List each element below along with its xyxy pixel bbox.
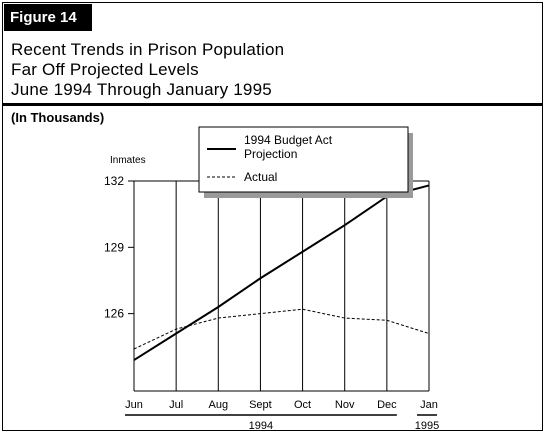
x-tick-label-dec: Dec [377,399,397,411]
series-line-actual [133,308,430,350]
line-chart: 132 129 126 Inmates Jun Jul Aug Sept Oct Nov Dec Ja… [104,126,439,431]
chart-title-line-3: June 1994 Through January 1995 [11,80,272,99]
units-note: (In Thousands) [11,110,105,125]
legend-label-projection: 1994 Budget Act Projection [244,133,333,161]
y-tick-label-129: 129 [104,240,124,254]
y-axis-title: Inmates [110,155,146,166]
legend-label-projection-line-2: Projection [244,147,297,161]
figure-label: Figure 14 [4,4,92,31]
year-label-1995: 1995 [415,420,439,431]
grid-lines [175,181,388,391]
x-tick-label-sept: Sept [249,399,272,411]
x-tick-label-nov: Nov [335,399,355,411]
axis-labels: 132 129 126 Inmates Jun Jul Aug Sept Oct Nov Dec Ja… [104,155,439,431]
x-tick-label-jan: Jan [420,399,438,411]
legend-box [198,126,409,193]
figure-frame: Figure 14 Recent Trends in Prison Popula… [2,2,543,431]
x-tick-label-aug: Aug [208,399,228,411]
chart-title-line-1: Recent Trends in Prison Population [11,40,285,59]
chart-title-line-2: Far Off Projected Levels [11,60,199,79]
series-line-projection [133,184,430,361]
x-tick-label-oct: Oct [294,399,311,411]
axes [128,180,430,392]
y-tick-label-126: 126 [104,307,124,321]
y-tick-label-132: 132 [104,174,124,188]
series-lines [133,184,430,361]
legend: 1994 Budget Act Projection Actual [198,126,413,198]
x-tick-label-jun: Jun [125,399,143,411]
x-tick-label-jul: Jul [169,399,183,411]
legend-label-actual: Actual [244,170,277,184]
title-divider [3,103,542,106]
year-label-1994: 1994 [249,420,273,431]
legend-label-projection-line-1: 1994 Budget Act [244,133,333,147]
